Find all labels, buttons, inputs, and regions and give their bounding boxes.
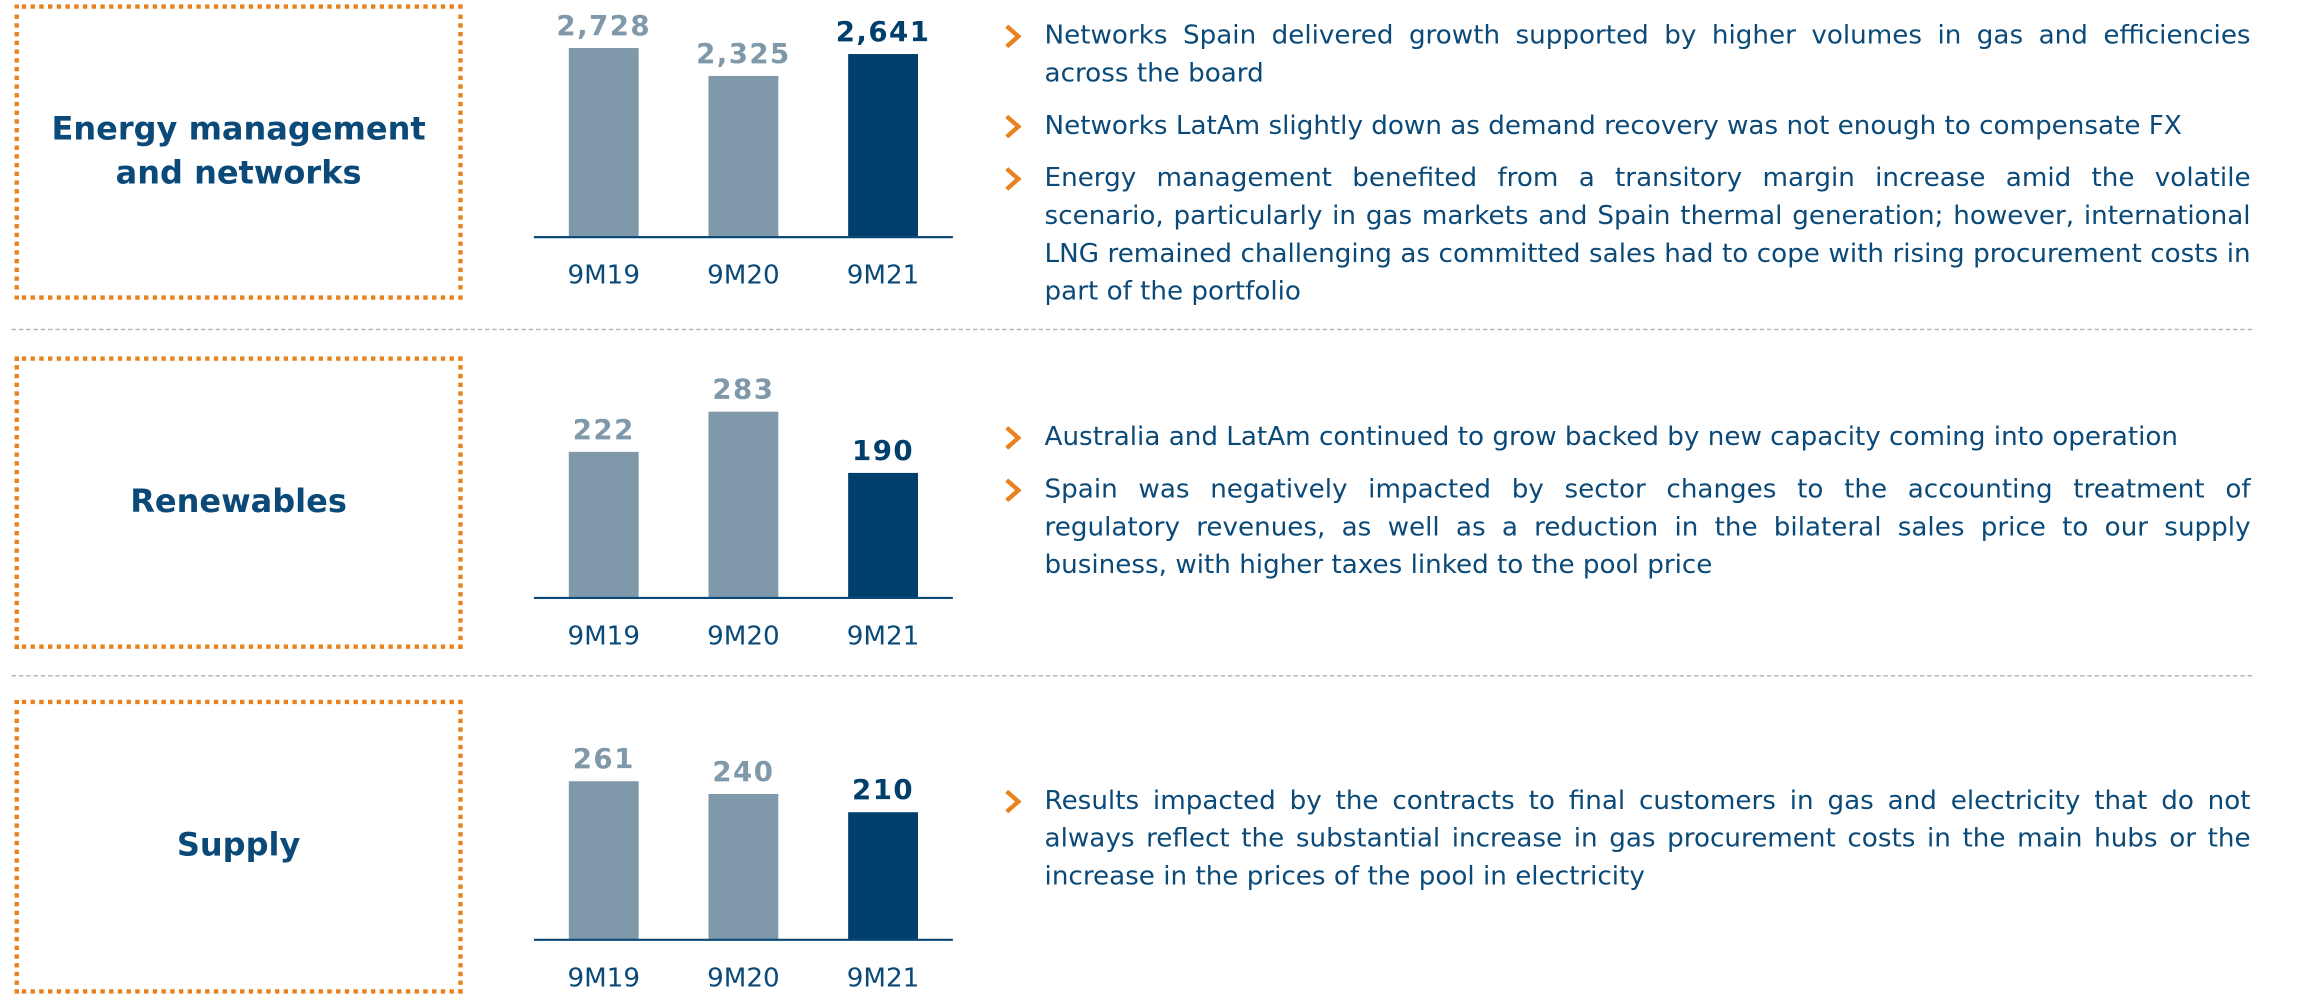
category-label: 9M20 — [707, 261, 780, 291]
bullet-list: Results impacted by the contracts to fin… — [1004, 675, 2251, 1004]
chevron — [1005, 167, 1022, 191]
chevron-path — [1005, 167, 1022, 191]
chevron-path — [1005, 478, 1022, 502]
category-label: 9M21 — [847, 261, 920, 291]
chevron-path — [1005, 114, 1022, 139]
value-label: 2,728 — [556, 9, 651, 42]
category-label: 9M21 — [847, 963, 920, 993]
bullet-text: Australia and LatAm continued to grow ba… — [1004, 419, 2251, 457]
bar — [708, 411, 779, 598]
bar — [708, 75, 779, 238]
bullet-text: Spain was negatively impacted by sector … — [1004, 471, 2251, 584]
value-label: 222 — [573, 413, 635, 446]
value-label: 190 — [852, 434, 914, 467]
section-title: Supply — [14, 699, 463, 994]
chevron — [1005, 24, 1022, 49]
value-label: 210 — [852, 773, 914, 806]
separator — [11, 675, 2253, 677]
bullet-content: Networks Spain delivered growth supporte… — [1044, 20, 2251, 89]
chevron — [1005, 789, 1022, 814]
category-label: 9M19 — [567, 261, 640, 291]
category-label: 9M20 — [707, 963, 780, 993]
bullet-content: Results impacted by the contracts to fin… — [1044, 785, 2251, 892]
value-label: 283 — [712, 373, 774, 406]
chevron — [1005, 114, 1022, 139]
category-label: 9M20 — [707, 621, 780, 651]
bullet-text: Results impacted by the contracts to fin… — [1004, 783, 2251, 896]
chevron-path — [1005, 24, 1022, 49]
bullet-text: Networks LatAm slightly down as demand r… — [1004, 108, 2251, 146]
value-label: 2,641 — [836, 15, 931, 48]
bar — [568, 781, 639, 940]
category-label: 9M19 — [567, 963, 640, 993]
bullet-content: Australia and LatAm continued to grow ba… — [1044, 421, 2179, 453]
value-label: 240 — [712, 755, 774, 788]
category-label: 9M21 — [847, 621, 920, 651]
bar — [568, 451, 639, 598]
bar — [568, 48, 639, 238]
bar — [708, 793, 779, 940]
bullet-list: Australia and LatAm continued to grow ba… — [1004, 329, 2251, 675]
bullet-content: Networks LatAm slightly down as demand r… — [1044, 110, 2182, 142]
bullet-content: Spain was negatively impacted by sector … — [1044, 474, 2251, 581]
chevron-path — [1005, 426, 1022, 450]
chevron — [1005, 478, 1022, 502]
value-label: 261 — [573, 742, 635, 775]
bullet-content: Energy management benefited from a trans… — [1044, 162, 2251, 307]
bullet-text: Networks Spain delivered growth supporte… — [1004, 17, 2251, 93]
section-title: Energy management and networks — [14, 4, 463, 300]
bar — [848, 812, 918, 940]
value-label: 2,325 — [696, 37, 791, 70]
bar — [848, 54, 918, 238]
chevron — [1005, 426, 1022, 450]
bullet-list: Networks Spain delivered growth supporte… — [1004, 0, 2251, 329]
chevron-path — [1005, 789, 1022, 814]
separator — [11, 328, 2253, 331]
bar — [848, 472, 918, 598]
section-title: Renewables — [14, 356, 463, 649]
bullet-text: Energy management benefited from a trans… — [1004, 160, 2251, 311]
category-label: 9M19 — [567, 621, 640, 651]
